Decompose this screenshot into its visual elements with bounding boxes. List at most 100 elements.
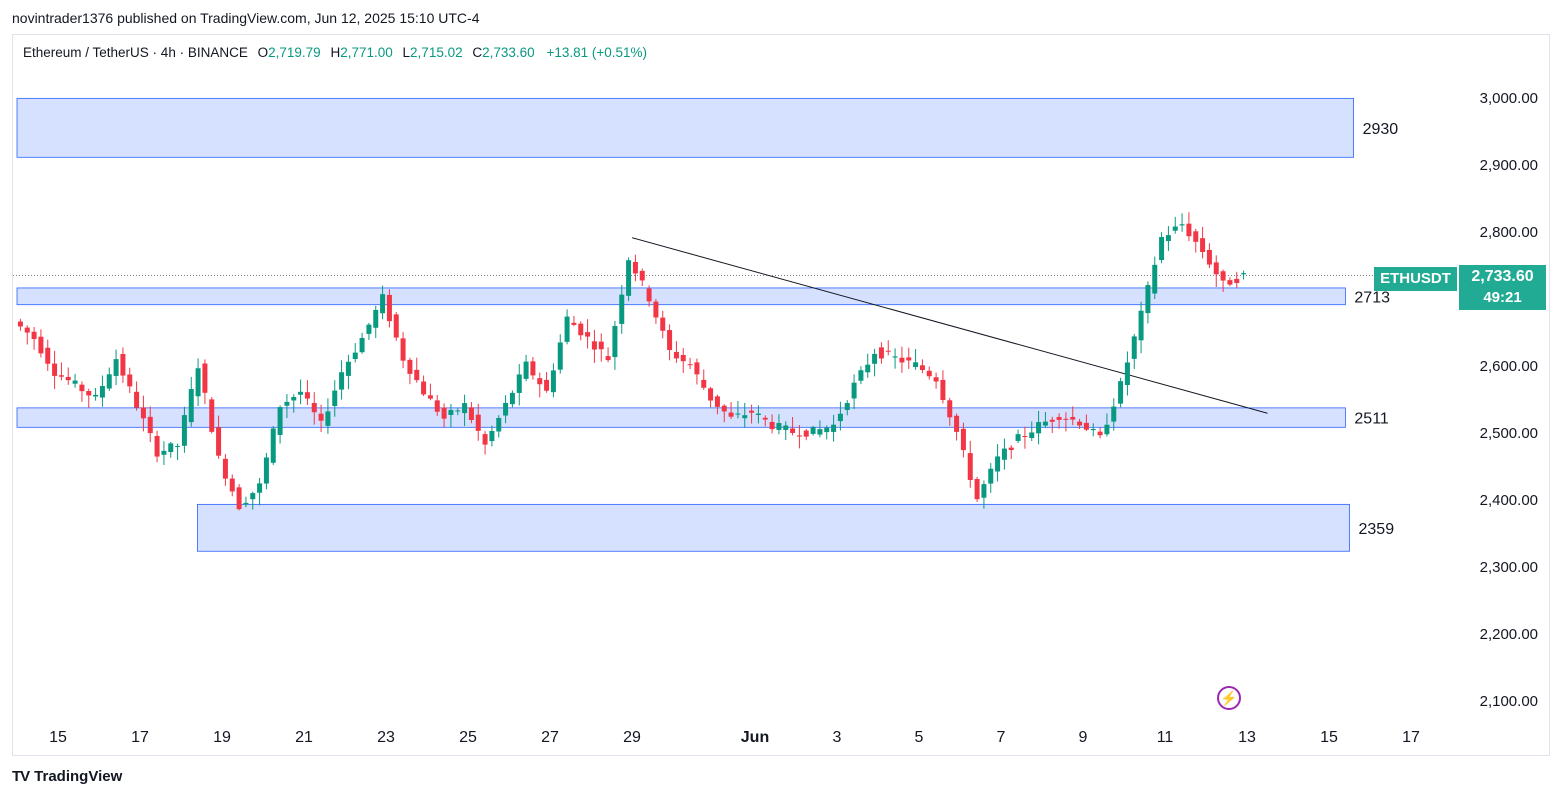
candle-body — [298, 391, 304, 395]
candles-group — [17, 212, 1247, 511]
open-label: O — [257, 45, 269, 60]
candle-body — [263, 457, 269, 484]
candle-body — [202, 363, 208, 393]
symbol-legend: Ethereum / TetherUS · 4h · BINANCE O2,71… — [23, 45, 647, 60]
x-tick-label: 17 — [131, 729, 149, 746]
candle-body — [209, 399, 215, 432]
candle-body — [31, 331, 37, 340]
candle-body — [892, 356, 898, 358]
candle-body — [393, 314, 399, 338]
candle-body — [86, 390, 92, 396]
x-tick-label: 13 — [1238, 729, 1256, 746]
publish-header: novintrader1376 published on TradingView… — [12, 10, 480, 26]
candle-body — [373, 309, 379, 328]
candle-body — [72, 380, 78, 384]
y-tick-label: 2,800.00 — [1480, 224, 1538, 241]
candle-body — [885, 350, 891, 352]
candle-body — [755, 413, 761, 415]
candle-body — [1138, 310, 1144, 341]
candle-body — [680, 354, 686, 362]
candle-body — [1022, 436, 1028, 438]
x-tick-label: Jun — [741, 729, 769, 746]
candle-body — [1193, 231, 1199, 242]
candle-body — [434, 400, 440, 412]
candle-body — [619, 294, 625, 324]
last-price-tag: 2,733.60 49:21 — [1459, 265, 1546, 310]
candle-body — [58, 375, 64, 377]
candle-body — [45, 347, 51, 364]
candle-body — [1015, 434, 1021, 441]
candle-body — [626, 260, 632, 296]
candle-body — [79, 384, 85, 392]
candle-body — [913, 362, 919, 368]
candle-body — [1227, 280, 1233, 285]
candle-body — [1118, 381, 1124, 404]
low-label: L — [402, 45, 411, 60]
candle-body — [605, 356, 611, 361]
candle-body — [325, 411, 331, 426]
x-tick-label: 11 — [1157, 729, 1174, 746]
zone-label-2359: 2359 — [1359, 521, 1395, 538]
candle-body — [311, 402, 317, 413]
x-tick-label: 7 — [997, 729, 1006, 746]
candle-body — [181, 415, 187, 446]
candle-body — [1008, 447, 1014, 451]
trendline — [631, 237, 1268, 414]
tradingview-footer[interactable]: TV TradingView — [12, 768, 122, 785]
candle-body — [1056, 417, 1062, 420]
candle-body — [448, 409, 454, 415]
candle-body — [796, 435, 802, 437]
candle-body — [646, 288, 652, 302]
candle-body — [1124, 362, 1130, 386]
zone-2511 — [16, 407, 1346, 428]
candle-body — [1070, 416, 1076, 420]
candle-body — [940, 379, 946, 400]
candle-body — [1220, 271, 1226, 281]
candle-body — [612, 326, 618, 358]
candle-body — [995, 456, 1001, 472]
candle-body — [1131, 336, 1137, 359]
tradingview-logo-icon: TV — [12, 768, 30, 785]
tradingview-brand: TradingView — [34, 768, 123, 785]
candle-body — [598, 341, 604, 350]
candle-body — [776, 423, 782, 430]
candle-body — [291, 397, 297, 401]
candle-body — [386, 294, 392, 322]
candle-body — [1049, 419, 1055, 422]
candle-body — [1152, 264, 1158, 294]
high-value: 2,771.00 — [340, 45, 393, 60]
y-tick-label: 2,200.00 — [1480, 626, 1538, 643]
candle-body — [188, 389, 194, 423]
candle-body — [981, 484, 987, 498]
candle-body — [304, 392, 310, 399]
candle-body — [844, 403, 850, 410]
zone-2713 — [16, 287, 1346, 306]
candle-body — [161, 450, 167, 455]
candle-body — [516, 374, 522, 393]
candle-body — [380, 294, 386, 314]
candle-body — [352, 352, 358, 360]
candle-body — [236, 487, 242, 510]
candle-body — [865, 364, 871, 373]
candle-body — [222, 458, 228, 479]
candle-body — [837, 413, 843, 422]
x-tick-label: 21 — [295, 729, 313, 746]
candle-body — [243, 502, 249, 505]
high-label: H — [330, 45, 341, 60]
candle-body — [933, 377, 939, 382]
candle-body — [1111, 406, 1117, 422]
lightning-alert-icon[interactable]: ⚡ — [1217, 686, 1241, 710]
candle-body — [339, 372, 345, 390]
candle-body — [1213, 262, 1219, 275]
candle-body — [673, 351, 679, 359]
candle-body — [810, 427, 816, 434]
candle-body — [1165, 235, 1171, 242]
x-tick-label: 17 — [1402, 729, 1420, 746]
candle-body — [1097, 431, 1103, 436]
candle-body — [1104, 424, 1110, 435]
candle-body — [687, 364, 693, 366]
candle-body — [523, 361, 529, 379]
x-tick-label: 23 — [377, 729, 395, 746]
candle-body — [359, 337, 365, 353]
